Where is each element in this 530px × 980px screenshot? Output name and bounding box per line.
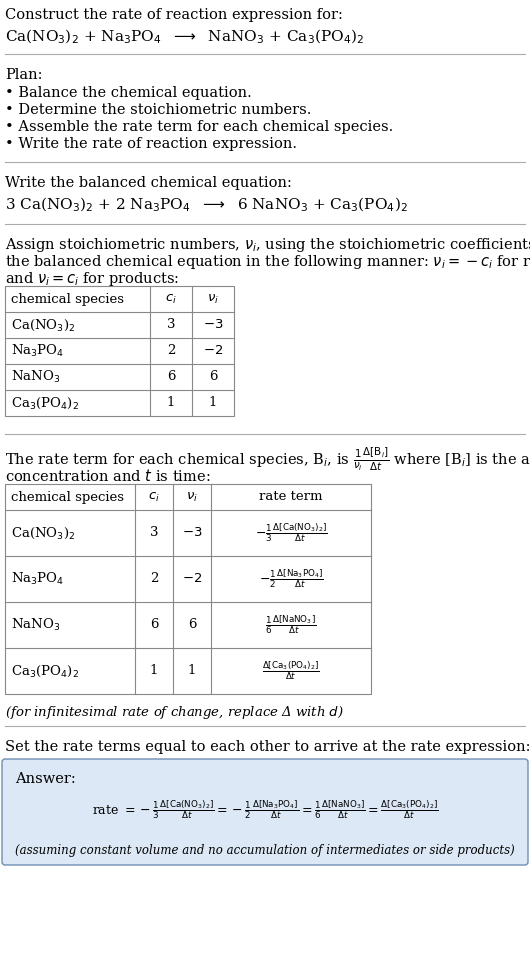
Text: The rate term for each chemical species, B$_i$, is $\frac{1}{\nu_i}\frac{\Delta[: The rate term for each chemical species,… — [5, 446, 530, 473]
Text: NaNO$_3$: NaNO$_3$ — [11, 368, 60, 385]
Text: $\frac{1}{6}\frac{\Delta[\mathrm{NaNO_3}]}{\Delta t}$: $\frac{1}{6}\frac{\Delta[\mathrm{NaNO_3}… — [265, 613, 317, 636]
Text: • Assemble the rate term for each chemical species.: • Assemble the rate term for each chemic… — [5, 120, 393, 134]
Text: rate $= -\frac{1}{3}\frac{\Delta[\mathrm{Ca(NO_3)_2}]}{\Delta t} = -\frac{1}{2}\: rate $= -\frac{1}{3}\frac{\Delta[\mathrm… — [92, 799, 438, 821]
Text: 2: 2 — [167, 345, 175, 358]
Text: 6: 6 — [188, 618, 196, 631]
Text: • Determine the stoichiometric numbers.: • Determine the stoichiometric numbers. — [5, 103, 312, 117]
Text: $\frac{\Delta[\mathrm{Ca_3(PO_4)_2}]}{\Delta t}$: $\frac{\Delta[\mathrm{Ca_3(PO_4)_2}]}{\D… — [262, 660, 320, 682]
Text: 3: 3 — [167, 318, 175, 331]
Text: Ca$_3$(PO$_4$)$_2$: Ca$_3$(PO$_4$)$_2$ — [11, 395, 79, 411]
Text: 6: 6 — [167, 370, 175, 383]
Text: Answer:: Answer: — [15, 772, 76, 786]
Text: chemical species: chemical species — [11, 292, 124, 306]
Text: $c_i$: $c_i$ — [148, 490, 160, 504]
Text: rate term: rate term — [259, 491, 323, 504]
Text: and $\nu_i = c_i$ for products:: and $\nu_i = c_i$ for products: — [5, 270, 179, 288]
Text: $-2$: $-2$ — [182, 572, 202, 585]
Text: Construct the rate of reaction expression for:: Construct the rate of reaction expressio… — [5, 8, 343, 22]
Text: 3: 3 — [150, 526, 158, 540]
Text: chemical species: chemical species — [11, 491, 124, 504]
Text: $-\frac{1}{2}\frac{\Delta[\mathrm{Na_3PO_4}]}{\Delta t}$: $-\frac{1}{2}\frac{\Delta[\mathrm{Na_3PO… — [259, 567, 323, 590]
Bar — [5, 484, 371, 694]
Text: Na$_3$PO$_4$: Na$_3$PO$_4$ — [11, 571, 64, 587]
Text: Ca(NO$_3$)$_2$: Ca(NO$_3$)$_2$ — [11, 318, 75, 332]
Text: $-2$: $-2$ — [203, 345, 223, 358]
Text: 6: 6 — [209, 370, 217, 383]
Text: • Write the rate of reaction expression.: • Write the rate of reaction expression. — [5, 137, 297, 151]
Text: Write the balanced chemical equation:: Write the balanced chemical equation: — [5, 176, 292, 190]
Text: 1: 1 — [188, 664, 196, 677]
Text: (for infinitesimal rate of change, replace Δ with $d$): (for infinitesimal rate of change, repla… — [5, 704, 344, 721]
Text: 6: 6 — [150, 618, 158, 631]
Text: $-3$: $-3$ — [182, 526, 202, 540]
Text: (assuming constant volume and no accumulation of intermediates or side products): (assuming constant volume and no accumul… — [15, 844, 515, 857]
FancyBboxPatch shape — [2, 759, 528, 865]
Bar — [5, 286, 234, 416]
Text: $\nu_i$: $\nu_i$ — [207, 292, 219, 306]
Text: Ca$_3$(PO$_4$)$_2$: Ca$_3$(PO$_4$)$_2$ — [11, 663, 79, 678]
Text: Assign stoichiometric numbers, $\nu_i$, using the stoichiometric coefficients, $: Assign stoichiometric numbers, $\nu_i$, … — [5, 236, 530, 254]
Text: $-3$: $-3$ — [203, 318, 223, 331]
Text: 2: 2 — [150, 572, 158, 585]
Text: $\nu_i$: $\nu_i$ — [186, 490, 198, 504]
Text: 1: 1 — [150, 664, 158, 677]
Text: Na$_3$PO$_4$: Na$_3$PO$_4$ — [11, 343, 64, 359]
Text: concentration and $t$ is time:: concentration and $t$ is time: — [5, 468, 210, 484]
Text: $-\frac{1}{3}\frac{\Delta[\mathrm{Ca(NO_3)_2}]}{\Delta t}$: $-\frac{1}{3}\frac{\Delta[\mathrm{Ca(NO_… — [255, 521, 328, 544]
Text: • Balance the chemical equation.: • Balance the chemical equation. — [5, 86, 252, 100]
Text: Ca(NO$_3$)$_2$: Ca(NO$_3$)$_2$ — [11, 525, 75, 541]
Text: Plan:: Plan: — [5, 68, 42, 82]
Text: 3 Ca(NO$_3$)$_2$ + 2 Na$_3$PO$_4$  $\longrightarrow$  6 NaNO$_3$ + Ca$_3$(PO$_4$: 3 Ca(NO$_3$)$_2$ + 2 Na$_3$PO$_4$ $\long… — [5, 196, 408, 215]
Text: Set the rate terms equal to each other to arrive at the rate expression:: Set the rate terms equal to each other t… — [5, 740, 530, 754]
Text: 1: 1 — [209, 397, 217, 410]
Text: Ca(NO$_3$)$_2$ + Na$_3$PO$_4$  $\longrightarrow$  NaNO$_3$ + Ca$_3$(PO$_4$)$_2$: Ca(NO$_3$)$_2$ + Na$_3$PO$_4$ $\longrigh… — [5, 28, 364, 46]
Text: the balanced chemical equation in the following manner: $\nu_i = -c_i$ for react: the balanced chemical equation in the fo… — [5, 253, 530, 271]
Text: 1: 1 — [167, 397, 175, 410]
Text: $c_i$: $c_i$ — [165, 292, 177, 306]
Text: NaNO$_3$: NaNO$_3$ — [11, 617, 60, 633]
